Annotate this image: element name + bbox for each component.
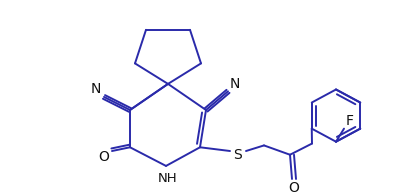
Text: NH: NH	[158, 172, 178, 185]
Text: O: O	[288, 181, 299, 194]
Text: O: O	[99, 150, 109, 164]
Text: S: S	[234, 148, 242, 162]
Text: N: N	[91, 82, 101, 96]
Text: F: F	[346, 114, 354, 128]
Text: N: N	[230, 77, 240, 91]
